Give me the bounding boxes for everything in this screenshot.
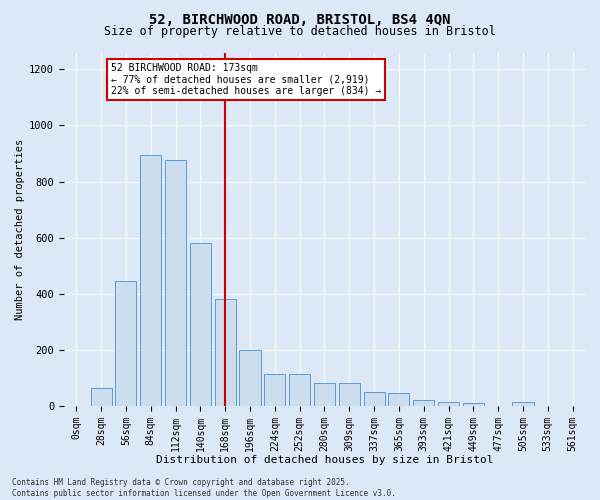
Bar — [165, 160, 186, 406]
Bar — [190, 243, 211, 406]
Text: 52, BIRCHWOOD ROAD, BRISTOL, BS4 4QN: 52, BIRCHWOOD ROAD, BRISTOL, BS4 4QN — [149, 12, 451, 26]
Bar — [289, 374, 310, 406]
Bar — [413, 400, 434, 406]
Bar — [239, 350, 260, 406]
Bar — [512, 402, 533, 406]
Text: 52 BIRCHWOOD ROAD: 173sqm
← 77% of detached houses are smaller (2,919)
22% of se: 52 BIRCHWOOD ROAD: 173sqm ← 77% of detac… — [111, 63, 381, 96]
Bar — [115, 281, 136, 406]
Y-axis label: Number of detached properties: Number of detached properties — [15, 138, 25, 320]
Bar — [140, 155, 161, 406]
Bar — [314, 384, 335, 406]
Bar — [463, 403, 484, 406]
X-axis label: Distribution of detached houses by size in Bristol: Distribution of detached houses by size … — [155, 455, 493, 465]
Bar — [364, 392, 385, 406]
Bar — [91, 388, 112, 406]
Bar — [215, 300, 236, 406]
Text: Contains HM Land Registry data © Crown copyright and database right 2025.
Contai: Contains HM Land Registry data © Crown c… — [12, 478, 396, 498]
Bar — [264, 374, 286, 406]
Text: Size of property relative to detached houses in Bristol: Size of property relative to detached ho… — [104, 25, 496, 38]
Bar — [438, 402, 459, 406]
Bar — [388, 393, 409, 406]
Bar — [339, 384, 360, 406]
